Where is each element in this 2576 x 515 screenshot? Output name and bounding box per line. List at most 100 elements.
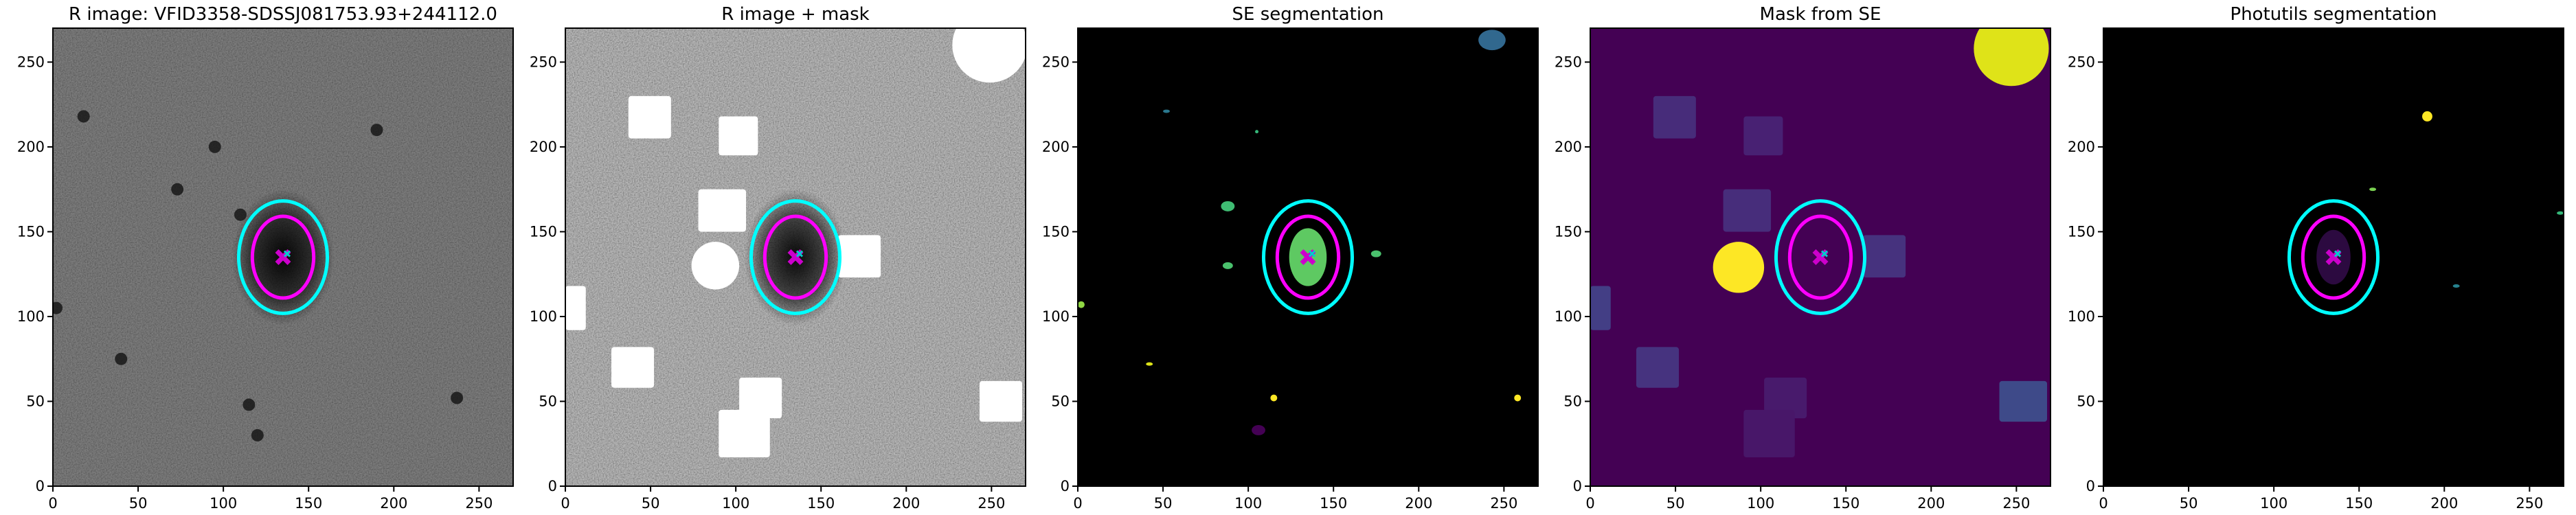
y-tick-label: 100 [2068, 308, 2095, 325]
image [53, 28, 513, 486]
mask-region [1713, 242, 1765, 293]
outer-ellipse [2287, 199, 2380, 315]
segment [1270, 394, 1278, 402]
panel-title: Photutils segmentation [2230, 4, 2437, 25]
star [251, 428, 264, 442]
mask-region [1863, 235, 1906, 278]
x-tick-label: 100 [210, 495, 237, 512]
segment [1222, 262, 1233, 269]
y-tick-label: 100 [1042, 308, 1070, 325]
mask-region [1653, 95, 1696, 139]
panel: R image: VFID3358-SDSSJ081753.93+244112.… [17, 4, 514, 512]
mask-region [1743, 409, 1795, 458]
segment [1078, 301, 1085, 308]
segment [1146, 362, 1153, 366]
panel: R image + mask 0 50 100 150 200 250 0 50 100 150 20… [530, 4, 1026, 512]
x-tick-label: 50 [2180, 495, 2198, 512]
star [171, 183, 184, 196]
x-tick-label: 250 [465, 495, 493, 512]
panel-title: R image + mask [721, 4, 870, 25]
x-tick-label: 0 [2099, 495, 2108, 512]
mask-region [691, 242, 740, 290]
x-tick-label: 50 [1154, 495, 1173, 512]
segment [1221, 201, 1235, 211]
segment [1255, 130, 1259, 134]
image [1590, 28, 2050, 486]
panel-title: R image: VFID3358-SDSSJ081753.93+244112.… [69, 4, 497, 25]
x-tick-label: 250 [978, 495, 1005, 512]
y-tick-label: 50 [539, 393, 557, 409]
mask-region [719, 116, 758, 156]
mask-region [1590, 286, 1611, 330]
x-tick-label: 200 [380, 495, 407, 512]
image [2103, 28, 2564, 486]
segment [1163, 109, 1170, 113]
segment [1370, 250, 1381, 258]
segment [2557, 211, 2564, 215]
x-tick-label: 150 [295, 495, 322, 512]
star [451, 391, 464, 404]
y-tick-label: 0 [1061, 478, 1070, 494]
center-marker-2 [283, 250, 291, 258]
panel: SE segmentation 0 50 100 150 200 250 0 50 100 150 2… [1042, 4, 1539, 512]
mask-region [838, 235, 881, 278]
segment [1478, 30, 1506, 51]
x-tick-label: 250 [1490, 495, 1517, 512]
y-tick-label: 50 [26, 393, 45, 409]
y-tick-label: 50 [1051, 393, 1070, 409]
mask-region [1999, 380, 2048, 422]
image [565, 28, 1026, 486]
image [1078, 28, 1538, 486]
mask-region [611, 347, 655, 388]
segment [1514, 394, 1522, 402]
segment [2422, 111, 2432, 122]
mask-region [952, 28, 1026, 83]
star [370, 124, 383, 137]
outer-ellipse [749, 199, 842, 315]
y-tick-label: 250 [17, 54, 45, 70]
x-tick-label: 150 [807, 495, 835, 512]
star [208, 140, 221, 153]
y-tick-label: 200 [2068, 139, 2095, 155]
y-tick-label: 150 [1042, 223, 1070, 240]
outer-ellipse [1261, 199, 1355, 315]
x-tick-label: 0 [48, 495, 57, 512]
x-tick-label: 100 [1234, 495, 1262, 512]
y-tick-label: 100 [1555, 308, 1582, 325]
mask-region [1723, 189, 1772, 232]
mask-region [739, 377, 782, 419]
segment [2369, 187, 2377, 192]
x-tick-label: 0 [1073, 495, 1082, 512]
y-tick-label: 50 [2077, 393, 2095, 409]
segment [2452, 284, 2460, 288]
x-tick-label: 50 [642, 495, 660, 512]
x-tick-label: 100 [2260, 495, 2287, 512]
star [242, 398, 256, 411]
outer-ellipse [1774, 199, 1867, 315]
x-tick-label: 200 [2430, 495, 2458, 512]
star [53, 301, 63, 314]
y-tick-label: 250 [530, 54, 557, 70]
y-tick-label: 200 [1042, 139, 1070, 155]
star [115, 352, 128, 365]
mask-region [628, 95, 671, 139]
axes-frame [1590, 27, 2051, 487]
x-tick-label: 100 [1747, 495, 1774, 512]
axes-frame [1077, 27, 1539, 487]
y-tick-label: 150 [17, 223, 45, 240]
panel-title: SE segmentation [1232, 4, 1384, 25]
inner-ellipse [762, 214, 828, 300]
x-tick-label: 250 [2002, 495, 2030, 512]
y-tick-label: 200 [17, 139, 45, 155]
axes-frame [52, 27, 514, 487]
y-tick-label: 200 [530, 139, 557, 155]
star [77, 110, 90, 123]
inner-ellipse [250, 214, 316, 300]
y-tick-label: 250 [1042, 54, 1070, 70]
x-tick-label: 50 [129, 495, 148, 512]
x-tick-label: 50 [1667, 495, 1685, 512]
inner-ellipse [2301, 214, 2366, 300]
panel: Mask from SE 0 50 100 150 200 250 0 50 100 150 200 2… [1555, 4, 2051, 512]
y-tick-label: 100 [530, 308, 557, 325]
